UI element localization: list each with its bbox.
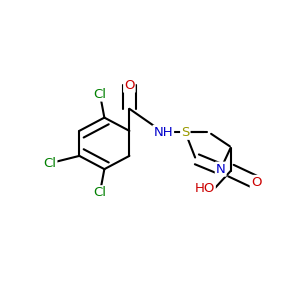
Text: Cl: Cl bbox=[93, 88, 106, 100]
Text: NH: NH bbox=[153, 126, 173, 139]
Text: Cl: Cl bbox=[44, 157, 56, 170]
Text: S: S bbox=[181, 126, 190, 139]
Text: O: O bbox=[124, 79, 135, 92]
Text: O: O bbox=[251, 176, 261, 189]
Text: HO: HO bbox=[194, 182, 215, 195]
Text: Cl: Cl bbox=[93, 186, 106, 199]
Text: N: N bbox=[216, 163, 226, 176]
